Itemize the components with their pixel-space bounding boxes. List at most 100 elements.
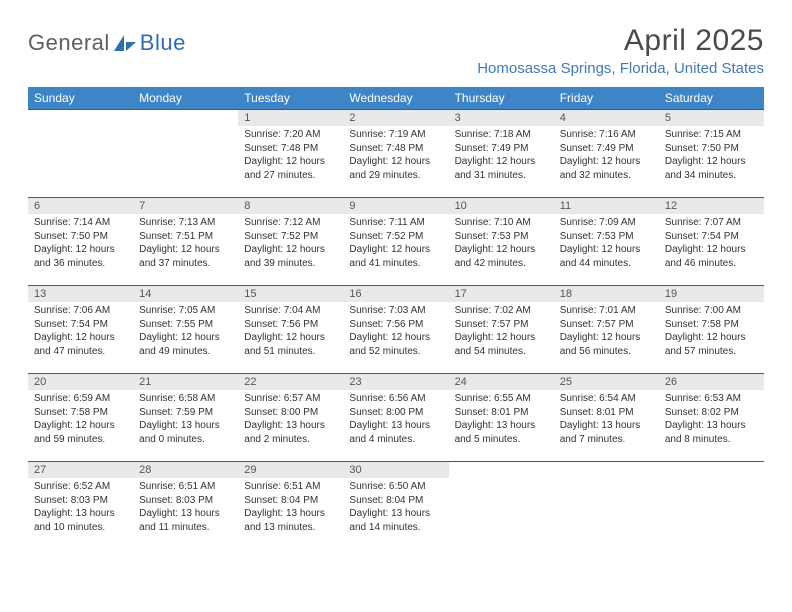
calendar-day-cell: 8Sunrise: 7:12 AMSunset: 7:52 PMDaylight…: [238, 198, 343, 286]
location-subtitle: Homosassa Springs, Florida, United State…: [477, 60, 764, 77]
day-number: 22: [238, 374, 343, 390]
calendar-day-cell: 16Sunrise: 7:03 AMSunset: 7:56 PMDayligh…: [343, 286, 448, 374]
day-details: Sunrise: 7:05 AMSunset: 7:55 PMDaylight:…: [133, 302, 238, 362]
day-number: 10: [449, 198, 554, 214]
calendar-day-cell: 25Sunrise: 6:54 AMSunset: 8:01 PMDayligh…: [554, 374, 659, 462]
day-number: 24: [449, 374, 554, 390]
day-number: 14: [133, 286, 238, 302]
calendar-empty-cell: [28, 110, 133, 198]
weekday-header: Monday: [133, 87, 238, 110]
weekday-header: Thursday: [449, 87, 554, 110]
calendar-day-cell: 26Sunrise: 6:53 AMSunset: 8:02 PMDayligh…: [659, 374, 764, 462]
calendar-day-cell: 15Sunrise: 7:04 AMSunset: 7:56 PMDayligh…: [238, 286, 343, 374]
calendar-day-cell: 11Sunrise: 7:09 AMSunset: 7:53 PMDayligh…: [554, 198, 659, 286]
day-details: Sunrise: 6:51 AMSunset: 8:03 PMDaylight:…: [133, 478, 238, 538]
day-number: 25: [554, 374, 659, 390]
day-details: Sunrise: 6:57 AMSunset: 8:00 PMDaylight:…: [238, 390, 343, 450]
weekday-header: Saturday: [659, 87, 764, 110]
day-number: 11: [554, 198, 659, 214]
logo-text-left: General: [28, 30, 110, 56]
day-details: Sunrise: 7:14 AMSunset: 7:50 PMDaylight:…: [28, 214, 133, 274]
day-details: Sunrise: 7:01 AMSunset: 7:57 PMDaylight:…: [554, 302, 659, 362]
day-details: Sunrise: 7:03 AMSunset: 7:56 PMDaylight:…: [343, 302, 448, 362]
day-number: 16: [343, 286, 448, 302]
day-number: 18: [554, 286, 659, 302]
calendar-day-cell: 9Sunrise: 7:11 AMSunset: 7:52 PMDaylight…: [343, 198, 448, 286]
calendar-empty-cell: [133, 110, 238, 198]
day-number: 13: [28, 286, 133, 302]
day-number: 21: [133, 374, 238, 390]
day-number: 15: [238, 286, 343, 302]
day-number: 29: [238, 462, 343, 478]
calendar-day-cell: 13Sunrise: 7:06 AMSunset: 7:54 PMDayligh…: [28, 286, 133, 374]
calendar-day-cell: 1Sunrise: 7:20 AMSunset: 7:48 PMDaylight…: [238, 110, 343, 198]
calendar-day-cell: 21Sunrise: 6:58 AMSunset: 7:59 PMDayligh…: [133, 374, 238, 462]
calendar-day-cell: 4Sunrise: 7:16 AMSunset: 7:49 PMDaylight…: [554, 110, 659, 198]
day-number: 3: [449, 110, 554, 126]
calendar-day-cell: 22Sunrise: 6:57 AMSunset: 8:00 PMDayligh…: [238, 374, 343, 462]
day-details: Sunrise: 7:12 AMSunset: 7:52 PMDaylight:…: [238, 214, 343, 274]
weekday-header: Tuesday: [238, 87, 343, 110]
calendar-day-cell: 14Sunrise: 7:05 AMSunset: 7:55 PMDayligh…: [133, 286, 238, 374]
calendar-week-row: 1Sunrise: 7:20 AMSunset: 7:48 PMDaylight…: [28, 110, 764, 198]
day-details: Sunrise: 7:13 AMSunset: 7:51 PMDaylight:…: [133, 214, 238, 274]
calendar-day-cell: 30Sunrise: 6:50 AMSunset: 8:04 PMDayligh…: [343, 462, 448, 550]
day-details: Sunrise: 6:53 AMSunset: 8:02 PMDaylight:…: [659, 390, 764, 450]
day-details: Sunrise: 7:15 AMSunset: 7:50 PMDaylight:…: [659, 126, 764, 186]
day-number: 20: [28, 374, 133, 390]
logo-text-right: Blue: [140, 30, 186, 56]
calendar-week-row: 13Sunrise: 7:06 AMSunset: 7:54 PMDayligh…: [28, 286, 764, 374]
day-details: Sunrise: 7:02 AMSunset: 7:57 PMDaylight:…: [449, 302, 554, 362]
calendar-day-cell: 10Sunrise: 7:10 AMSunset: 7:53 PMDayligh…: [449, 198, 554, 286]
day-number: 8: [238, 198, 343, 214]
calendar-day-cell: 12Sunrise: 7:07 AMSunset: 7:54 PMDayligh…: [659, 198, 764, 286]
day-number: 12: [659, 198, 764, 214]
logo: General Blue: [28, 24, 186, 56]
day-details: Sunrise: 7:07 AMSunset: 7:54 PMDaylight:…: [659, 214, 764, 274]
calendar-day-cell: 20Sunrise: 6:59 AMSunset: 7:58 PMDayligh…: [28, 374, 133, 462]
calendar-day-cell: 27Sunrise: 6:52 AMSunset: 8:03 PMDayligh…: [28, 462, 133, 550]
day-number: 17: [449, 286, 554, 302]
day-details: Sunrise: 7:19 AMSunset: 7:48 PMDaylight:…: [343, 126, 448, 186]
day-number: 4: [554, 110, 659, 126]
day-details: Sunrise: 6:59 AMSunset: 7:58 PMDaylight:…: [28, 390, 133, 450]
day-number: 9: [343, 198, 448, 214]
day-details: Sunrise: 6:50 AMSunset: 8:04 PMDaylight:…: [343, 478, 448, 538]
calendar-day-cell: 2Sunrise: 7:19 AMSunset: 7:48 PMDaylight…: [343, 110, 448, 198]
calendar-week-row: 20Sunrise: 6:59 AMSunset: 7:58 PMDayligh…: [28, 374, 764, 462]
calendar-day-cell: 18Sunrise: 7:01 AMSunset: 7:57 PMDayligh…: [554, 286, 659, 374]
calendar-day-cell: 7Sunrise: 7:13 AMSunset: 7:51 PMDaylight…: [133, 198, 238, 286]
day-details: Sunrise: 7:00 AMSunset: 7:58 PMDaylight:…: [659, 302, 764, 362]
calendar-day-cell: 6Sunrise: 7:14 AMSunset: 7:50 PMDaylight…: [28, 198, 133, 286]
day-details: Sunrise: 6:56 AMSunset: 8:00 PMDaylight:…: [343, 390, 448, 450]
calendar-day-cell: 19Sunrise: 7:00 AMSunset: 7:58 PMDayligh…: [659, 286, 764, 374]
calendar-day-cell: 17Sunrise: 7:02 AMSunset: 7:57 PMDayligh…: [449, 286, 554, 374]
day-details: Sunrise: 6:55 AMSunset: 8:01 PMDaylight:…: [449, 390, 554, 450]
day-details: Sunrise: 7:04 AMSunset: 7:56 PMDaylight:…: [238, 302, 343, 362]
day-details: Sunrise: 6:52 AMSunset: 8:03 PMDaylight:…: [28, 478, 133, 538]
calendar-day-cell: 3Sunrise: 7:18 AMSunset: 7:49 PMDaylight…: [449, 110, 554, 198]
day-details: Sunrise: 7:10 AMSunset: 7:53 PMDaylight:…: [449, 214, 554, 274]
day-details: Sunrise: 7:20 AMSunset: 7:48 PMDaylight:…: [238, 126, 343, 186]
day-number: 28: [133, 462, 238, 478]
calendar-day-cell: 5Sunrise: 7:15 AMSunset: 7:50 PMDaylight…: [659, 110, 764, 198]
day-details: Sunrise: 7:11 AMSunset: 7:52 PMDaylight:…: [343, 214, 448, 274]
calendar-empty-cell: [554, 462, 659, 550]
calendar-empty-cell: [659, 462, 764, 550]
day-details: Sunrise: 7:16 AMSunset: 7:49 PMDaylight:…: [554, 126, 659, 186]
day-details: Sunrise: 6:54 AMSunset: 8:01 PMDaylight:…: [554, 390, 659, 450]
day-number: 30: [343, 462, 448, 478]
day-number: 7: [133, 198, 238, 214]
day-number: 1: [238, 110, 343, 126]
calendar-week-row: 27Sunrise: 6:52 AMSunset: 8:03 PMDayligh…: [28, 462, 764, 550]
logo-sail-icon: [112, 33, 138, 53]
calendar-day-cell: 29Sunrise: 6:51 AMSunset: 8:04 PMDayligh…: [238, 462, 343, 550]
day-details: Sunrise: 7:06 AMSunset: 7:54 PMDaylight:…: [28, 302, 133, 362]
day-number: 2: [343, 110, 448, 126]
calendar-table: SundayMondayTuesdayWednesdayThursdayFrid…: [28, 87, 764, 550]
calendar-week-row: 6Sunrise: 7:14 AMSunset: 7:50 PMDaylight…: [28, 198, 764, 286]
weekday-header: Wednesday: [343, 87, 448, 110]
day-number: 26: [659, 374, 764, 390]
day-details: Sunrise: 7:09 AMSunset: 7:53 PMDaylight:…: [554, 214, 659, 274]
calendar-day-cell: 24Sunrise: 6:55 AMSunset: 8:01 PMDayligh…: [449, 374, 554, 462]
